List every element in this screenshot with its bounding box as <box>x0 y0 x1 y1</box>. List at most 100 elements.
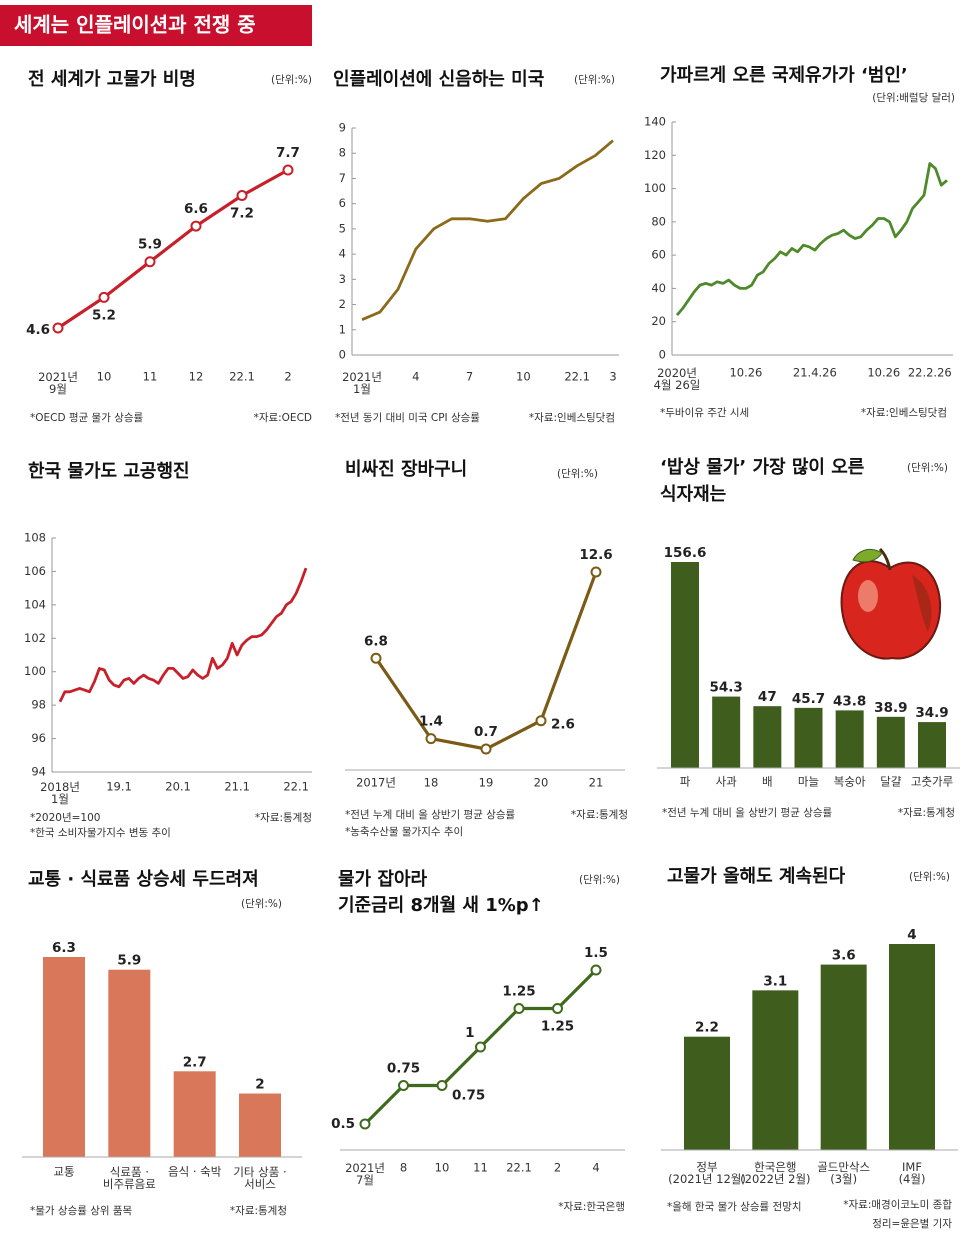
x-tick-label: 2 <box>554 1161 561 1175</box>
text-line: (4월) <box>899 1172 926 1186</box>
note: *OECD 평균 물가 상승률 <box>30 412 144 424</box>
text-line: IMF <box>902 1160 922 1174</box>
data-label: 5.9 <box>117 953 141 969</box>
x-tick-label: 식료품 · 비주류음료 <box>103 1165 156 1191</box>
text-line: 1월 <box>51 792 69 806</box>
bar <box>918 722 946 768</box>
data-point <box>52 322 64 334</box>
unit-label: (단위:%) <box>574 73 615 86</box>
chart-title: 전 세계가 고물가 비명 <box>28 69 196 90</box>
unit-label: (단위:%) <box>907 461 948 474</box>
text-line: 비주류음료 <box>103 1177 156 1191</box>
bar <box>173 1071 216 1157</box>
x-tick-label: 2021년 7월 <box>345 1161 385 1187</box>
note: *올해 한국 물가 상승률 전망치 <box>667 1200 802 1213</box>
text-line: 9월 <box>49 382 67 396</box>
x-tick-label: 골드만삭스 (3월) <box>817 1160 870 1186</box>
y-tick-label: 4 <box>339 247 346 261</box>
chart-title: 고물가 올해도 계속된다 <box>667 866 846 887</box>
unit-label: (단위:배럴당 달러) <box>872 91 955 104</box>
x-tick-label: 21.4.26 <box>793 366 837 380</box>
unit-label: (단위:%) <box>557 467 598 480</box>
data-line <box>57 168 289 330</box>
data-label: 4 <box>907 927 916 943</box>
x-tick-label: 22.2.26 <box>908 366 952 380</box>
data-point <box>398 1080 409 1091</box>
data-point <box>552 1003 563 1014</box>
data-label: 6.6 <box>184 201 208 217</box>
data-label: 2.6 <box>551 717 575 733</box>
y-tick-label: 2 <box>339 297 346 311</box>
x-tick-label: 10 <box>435 1161 450 1175</box>
data-label: 38.9 <box>874 700 907 716</box>
x-tick-label: 22.1 <box>229 370 255 384</box>
data-label: 7.7 <box>276 145 300 161</box>
x-tick-label: 22.1 <box>564 370 590 384</box>
note: *전년 동기 대비 미국 CPI 상승률 <box>335 412 480 424</box>
bar <box>43 957 85 1157</box>
x-tick-label: 교통 <box>53 1165 74 1179</box>
unit-label: (단위:%) <box>241 897 282 910</box>
chart-title: 가파르게 오른 국제유가가 ‘범인’ <box>660 65 908 86</box>
y-tick-label: 80 <box>651 214 666 228</box>
data-label: 47 <box>758 689 777 705</box>
y-tick-label: 140 <box>644 115 666 129</box>
data-line <box>58 567 308 703</box>
x-tick-label: 19.1 <box>106 780 132 794</box>
x-tick-label: 20.1 <box>165 780 191 794</box>
data-label: 45.7 <box>792 691 825 707</box>
text-line: 물가 잡아라 <box>338 869 428 890</box>
text-line: ‘밥상 물가’ 가장 많이 오른 <box>660 457 864 478</box>
unit-label: (단위:%) <box>579 873 620 886</box>
text-line: 2021년 <box>345 1161 385 1175</box>
x-tick-label: 20 <box>534 776 549 790</box>
chart-title: ‘밥상 물가’ 가장 많이 오른 식자재는 <box>660 457 864 505</box>
x-tick-label: 배 <box>762 775 773 789</box>
data-point <box>475 1041 486 1053</box>
x-tick-label: 4 <box>412 370 419 384</box>
data-label: 1.25 <box>541 1019 574 1035</box>
y-tick-label: 108 <box>24 531 46 545</box>
apple-illustration <box>840 547 942 660</box>
text-line: 기준금리 8개월 새 1%p↑ <box>338 895 544 916</box>
chart-title: 교통 · 식료품 상승세 두드려져 <box>28 869 259 890</box>
note: *물가 상승률 상위 품목 <box>30 1204 133 1217</box>
bar <box>753 706 782 768</box>
data-label: 34.9 <box>915 705 948 721</box>
x-tick-label: 기타 상품 · 서비스 <box>233 1165 286 1191</box>
bar <box>820 964 867 1150</box>
note: *2020년=100 <box>30 812 100 824</box>
y-tick-label: 7 <box>339 171 346 185</box>
x-tick-label: 11 <box>143 370 158 384</box>
bar <box>794 707 823 768</box>
bar <box>671 562 699 768</box>
data-label: 0.75 <box>387 1061 420 1077</box>
chart-title: 비싸진 장바구니 <box>345 459 467 480</box>
text-line: 4월 26일 <box>654 378 701 392</box>
data-point <box>359 1118 371 1130</box>
x-tick-label: 한국은행 (2022년 2월) <box>740 1160 810 1186</box>
bar <box>712 696 741 768</box>
data-point <box>282 164 294 176</box>
note: *두바이유 주간 시세 <box>660 407 749 419</box>
y-tick-label: 94 <box>31 765 46 779</box>
chart-title: 인플레이션에 신음하는 미국 <box>333 69 544 90</box>
bar <box>108 969 151 1157</box>
data-label: 3.6 <box>832 948 856 964</box>
data-label: 1 <box>465 1025 474 1041</box>
text-line: 식료품 · <box>110 1165 149 1179</box>
x-tick-label: 고춧가루 <box>911 775 953 789</box>
y-tick-label: 9 <box>339 121 346 135</box>
data-label: 7.2 <box>230 205 254 221</box>
text-line: 2021년 <box>342 370 382 384</box>
y-tick-label: 0 <box>339 348 346 362</box>
data-label: 3.1 <box>763 973 787 989</box>
data-label: 2.2 <box>695 1020 719 1036</box>
data-label: 0.7 <box>474 724 498 740</box>
x-tick-label: 2017년 <box>356 776 396 790</box>
text-line: 2021년 <box>38 370 78 384</box>
y-tick-label: 106 <box>24 564 46 578</box>
source: *자료:인베스팅닷컴 <box>861 407 947 419</box>
x-tick-label: 22.1 <box>283 780 309 794</box>
